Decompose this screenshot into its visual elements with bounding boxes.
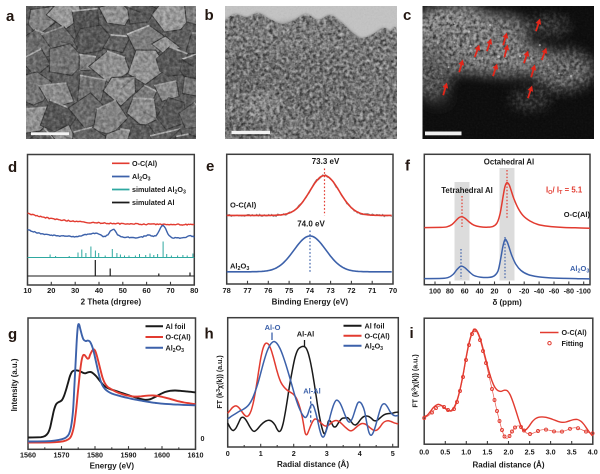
svg-text:Al2O3: Al2O3 <box>570 264 589 275</box>
svg-text:1590: 1590 <box>121 451 137 460</box>
svg-text:O-C(Al): O-C(Al) <box>365 331 391 340</box>
svg-text:-40: -40 <box>534 287 544 296</box>
svg-text:b: b <box>205 7 214 24</box>
svg-text:h: h <box>205 326 214 343</box>
svg-text:76: 76 <box>264 286 272 295</box>
svg-text:O-C(Al): O-C(Al) <box>564 210 591 219</box>
svg-text:O-C(Al): O-C(Al) <box>132 159 158 168</box>
svg-text:Al2O3: Al2O3 <box>365 341 384 352</box>
svg-text:72: 72 <box>347 286 355 295</box>
svg-text:Energy (eV): Energy (eV) <box>90 462 135 471</box>
svg-text:3: 3 <box>325 449 329 458</box>
svg-text:Al2O3: Al2O3 <box>230 262 249 273</box>
svg-text:74.0 eV: 74.0 eV <box>297 220 325 229</box>
svg-text:75: 75 <box>285 286 293 295</box>
svg-text:73.3 eV: 73.3 eV <box>312 157 340 166</box>
svg-text:Al2O3: Al2O3 <box>166 343 185 354</box>
svg-text:30: 30 <box>71 286 79 295</box>
svg-text:Al foil: Al foil <box>365 321 385 330</box>
svg-text:1570: 1570 <box>54 451 70 460</box>
svg-text:1600: 1600 <box>154 451 170 460</box>
svg-text:5: 5 <box>391 449 395 458</box>
svg-text:2 Theta (drgree): 2 Theta (drgree) <box>81 298 142 307</box>
svg-text:78: 78 <box>223 286 231 295</box>
svg-text:δ (ppm): δ (ppm) <box>492 298 522 307</box>
svg-text:-100: -100 <box>577 287 591 296</box>
svg-text:Al-Al: Al-Al <box>297 330 315 339</box>
svg-text:Binding Energy (eV): Binding Energy (eV) <box>272 298 349 307</box>
svg-text:60: 60 <box>461 287 469 296</box>
svg-text:O-C(Al): O-C(Al) <box>230 201 257 210</box>
svg-text:a: a <box>6 8 15 25</box>
svg-text:simulated Al2O3: simulated Al2O3 <box>132 185 186 196</box>
svg-text:20: 20 <box>491 287 499 296</box>
svg-text:Octahedral Al: Octahedral Al <box>484 158 534 167</box>
svg-text:1: 1 <box>259 449 263 458</box>
svg-text:i: i <box>410 325 414 342</box>
svg-text:73: 73 <box>326 286 334 295</box>
svg-text:71: 71 <box>368 286 376 295</box>
svg-text:Al-Al: Al-Al <box>303 387 321 396</box>
svg-text:Radial distance (Å): Radial distance (Å) <box>472 461 544 470</box>
svg-text:10: 10 <box>23 286 31 295</box>
svg-text:-80: -80 <box>564 287 574 296</box>
svg-text:O-C(Al): O-C(Al) <box>166 333 192 342</box>
svg-text:0: 0 <box>507 287 511 296</box>
svg-text:60: 60 <box>142 286 150 295</box>
svg-text:2.5: 2.5 <box>525 448 535 457</box>
svg-text:1610: 1610 <box>188 451 204 460</box>
svg-text:74: 74 <box>306 286 315 295</box>
svg-text:0.0: 0.0 <box>419 448 429 457</box>
svg-text:1.0: 1.0 <box>461 448 471 457</box>
svg-text:f: f <box>405 158 411 175</box>
svg-text:40: 40 <box>476 287 484 296</box>
svg-text:3.0: 3.0 <box>546 448 556 457</box>
svg-text:40: 40 <box>95 286 103 295</box>
svg-text:50: 50 <box>119 286 127 295</box>
svg-text:-60: -60 <box>549 287 559 296</box>
svg-text:g: g <box>8 326 17 343</box>
svg-text:3.5: 3.5 <box>567 448 577 457</box>
svg-text:Al foil: Al foil <box>166 322 186 331</box>
svg-text:FT (k3χ(k)) (a.u.): FT (k3χ(k)) (a.u.) <box>216 355 224 408</box>
svg-text:-20: -20 <box>519 287 529 296</box>
svg-text:1.5: 1.5 <box>482 448 492 457</box>
svg-text:O-C(Al): O-C(Al) <box>562 328 588 337</box>
svg-text:0: 0 <box>226 449 230 458</box>
svg-text:1560: 1560 <box>20 451 36 460</box>
svg-text:77: 77 <box>243 286 251 295</box>
svg-text:1580: 1580 <box>87 451 103 460</box>
svg-text:20: 20 <box>47 286 55 295</box>
svg-text:e: e <box>206 158 214 175</box>
svg-text:0.5: 0.5 <box>440 448 450 457</box>
svg-text:d: d <box>8 159 17 176</box>
svg-text:80: 80 <box>446 287 454 296</box>
svg-text:4.0: 4.0 <box>588 448 598 457</box>
svg-text:70: 70 <box>166 286 174 295</box>
svg-text:c: c <box>403 7 411 24</box>
svg-text:FT (k3χ(k)) (a.u.): FT (k3χ(k)) (a.u.) <box>411 354 419 407</box>
svg-text:2.0: 2.0 <box>504 448 514 457</box>
svg-text:IO/ IT = 5.1: IO/ IT = 5.1 <box>546 186 583 197</box>
svg-text:Intensity (a.u.): Intensity (a.u.) <box>10 358 19 411</box>
svg-text:100: 100 <box>429 287 441 296</box>
svg-text:2: 2 <box>292 449 296 458</box>
svg-text:Al2O3: Al2O3 <box>132 172 151 183</box>
svg-text:Tetrahedral Al: Tetrahedral Al <box>441 186 493 195</box>
svg-text:80: 80 <box>190 286 198 295</box>
svg-text:0: 0 <box>201 434 205 443</box>
svg-text:70: 70 <box>389 286 397 295</box>
svg-text:Al-O: Al-O <box>265 323 281 332</box>
svg-text:Fitting: Fitting <box>562 339 584 348</box>
svg-text:simulated Al: simulated Al <box>132 198 174 207</box>
svg-text:4: 4 <box>358 449 362 458</box>
svg-text:Radial distance (Å): Radial distance (Å) <box>277 460 349 469</box>
